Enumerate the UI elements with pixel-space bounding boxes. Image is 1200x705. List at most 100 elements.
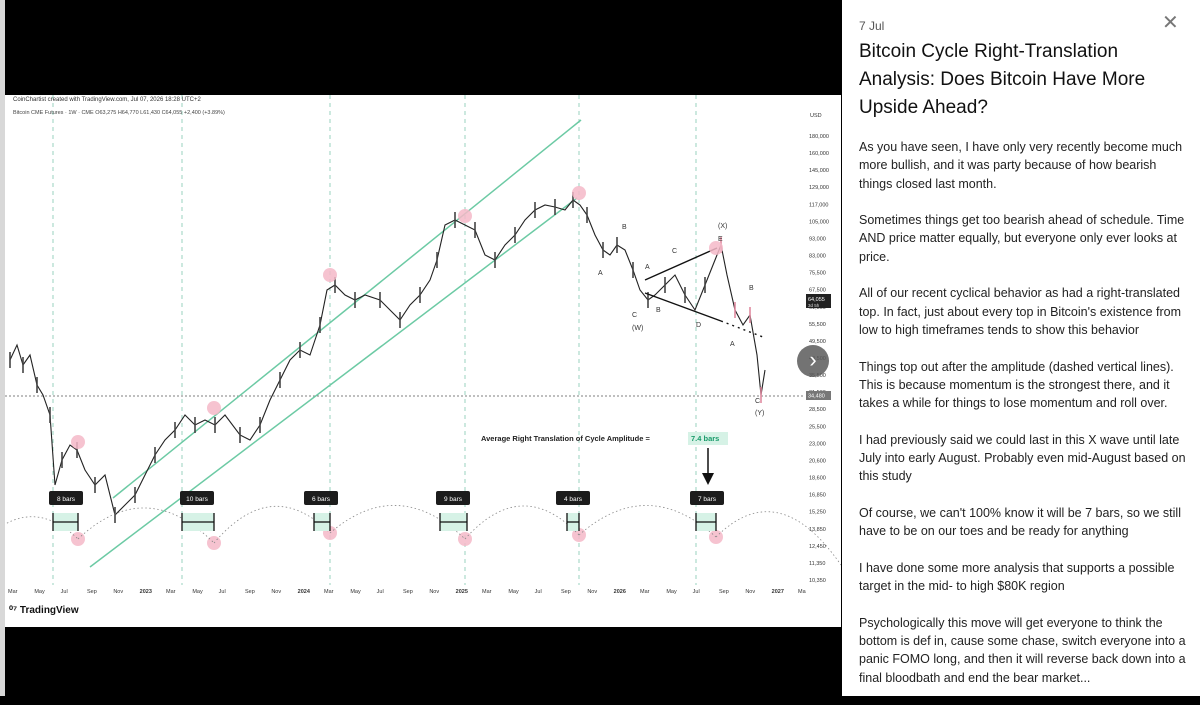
elliott-wave-label: (Y) [755,410,764,417]
elliott-wave-label: A [645,264,650,271]
price-axis-tick-label: 75,500 [809,271,826,277]
time-axis-tick-label: Mar [640,589,650,595]
time-axis-tick-label: 2023 [140,589,152,595]
price-axis-currency: USD [810,113,822,119]
time-axis-tick-label: Mar [482,589,492,595]
bar-count-label: 6 bars [312,496,331,503]
current-price-tag [806,294,831,308]
article-panel: 7 Jul ✕ Bitcoin Cycle Right-Translation … [842,0,1200,696]
time-axis-tick-label: Mar [8,589,18,595]
bar-count-badge [49,491,83,505]
time-axis-tick-label: Mar [324,589,334,595]
annotation-value-highlight [688,432,728,445]
price-axis-tick-label: 105,000 [809,219,829,225]
current-price-label: 64,055 [808,297,825,303]
time-axis-tick-label: Sep [561,589,571,595]
price-axis-tick-label: 180,000 [809,134,829,140]
elliott-wave-label: A [598,270,603,277]
level-price-label: 34,480 [808,394,825,400]
time-axis-tick-label: Sep [403,589,413,595]
elliott-wave-label: (X) [718,223,727,230]
time-axis-tick-label: Jul [693,589,700,595]
time-axis-tick-label: Nov [745,589,755,595]
current-price-countdown: 3d 5h [808,303,820,308]
time-axis-tick-label: 2027 [772,589,784,595]
annotation-arrow-head [702,473,714,485]
time-axis-tick-label: Mar [166,589,176,595]
bar-count-label: 4 bars [564,496,583,503]
time-axis-tick-label: 2024 [298,589,311,595]
price-axis-tick-label: 117,000 [809,202,828,208]
channel-upper-line [112,119,582,499]
article-paragraph: All of our recent cyclical behavior as h… [859,286,1181,337]
next-image-button[interactable]: › [797,345,829,377]
bar-count-label: 10 bars [186,496,208,503]
price-axis-tick-label: 28,500 [809,407,826,413]
time-axis-tick-label: 2025 [456,589,468,595]
cycle-high-marker [323,268,337,282]
chart-svg: USD 180,000 160,000 145,000 129,000 117,000 10… [5,95,841,595]
article-paragraph: Of course, we can't 100% know it will be… [859,505,1181,539]
cycle-amplitude-value: 7.4 bars [691,434,719,443]
elliott-wave-label: (W) [632,325,643,332]
chevron-right-icon: › [809,347,817,372]
tradingview-logo-icon: ⁰⁷ [9,605,20,616]
bar-count-badge [304,491,338,505]
time-axis-tick-label: Jul [219,589,226,595]
price-axis-tick-label: 11,350 [809,561,825,567]
triangle-lower-line [644,292,722,322]
cycle-arc [77,507,215,544]
bar-count-badge [180,491,214,505]
price-axis-tick-label: 145,000 [809,168,829,174]
bar-count-label: 8 bars [57,496,76,503]
article-title: Bitcoin Cycle Right-Translation Analysis… [859,41,1146,118]
article-date: 7 Jul [859,19,885,33]
article-paragraph: As you have seen, I have only very recen… [859,140,1183,191]
triangle-upper-line [644,247,718,281]
time-axis-tick-label: Sep [719,589,729,595]
price-axis-tick-label: 83,000 [809,254,826,260]
time-axis-tick-label: May [192,589,203,595]
price-axis-tick-label: 49,500 [809,339,826,345]
bar-count-badge [690,491,724,505]
time-axis-tick-label: Jul [535,589,542,595]
price-axis-tick-label: 160,000 [809,151,829,157]
time-axis-tick-label: Nov [113,589,123,595]
elliott-wave-label: D [696,322,701,329]
price-axis-tick-label: 16,850 [809,493,826,499]
price-axis-tick-label: 12,450 [809,544,826,550]
price-axis-tick-label: 129,000 [809,185,829,191]
time-axis-tick-label: May [34,589,45,595]
article-paragraph: I have done some more analysis that supp… [859,560,1175,594]
time-axis-tick-label: 2026 [614,589,626,595]
price-axis-tick-label: 15,250 [809,510,826,516]
time-axis-tick-label: May [508,589,519,595]
cycle-arc [715,511,841,566]
tradingview-logo: ⁰⁷ TradingView [9,605,79,616]
tradingview-logo-text: TradingView [19,605,79,616]
cycle-high-marker [458,209,472,223]
time-axis-tick-label: Jul [377,589,384,595]
chart-image: USD 180,000 160,000 145,000 129,000 117,000 10… [5,95,841,627]
article-paragraph: Things top out after the amplitude (dash… [859,359,1174,411]
level-price-tag [806,391,831,400]
time-axis-tick-label: May [666,589,677,595]
elliott-wave-label: B [749,285,754,292]
elliott-wave-label: E [718,236,723,243]
triangle-projection-line [720,320,764,338]
price-axis-tick-label: 67,500 [809,288,826,294]
time-axis-tick-label: Jul [61,589,68,595]
time-axis-tick-label: Nov [587,589,597,595]
bar-count-label: 7 bars [698,496,717,503]
chart-credit: CoinChartist created with TradingView.co… [13,97,201,103]
cycle-high-marker [71,435,85,449]
elliott-wave-label: A [730,341,735,348]
time-axis-tick-label: May [350,589,361,595]
article-paragraph: Psychologically this move will get every… [859,615,1186,685]
price-path [9,199,766,517]
close-button[interactable]: ✕ [1162,13,1179,33]
bar-count-badge [556,491,590,505]
time-axis-tick-label: Nov [271,589,281,595]
bar-count-label: 9 bars [444,496,463,503]
cycle-arc [213,505,331,544]
